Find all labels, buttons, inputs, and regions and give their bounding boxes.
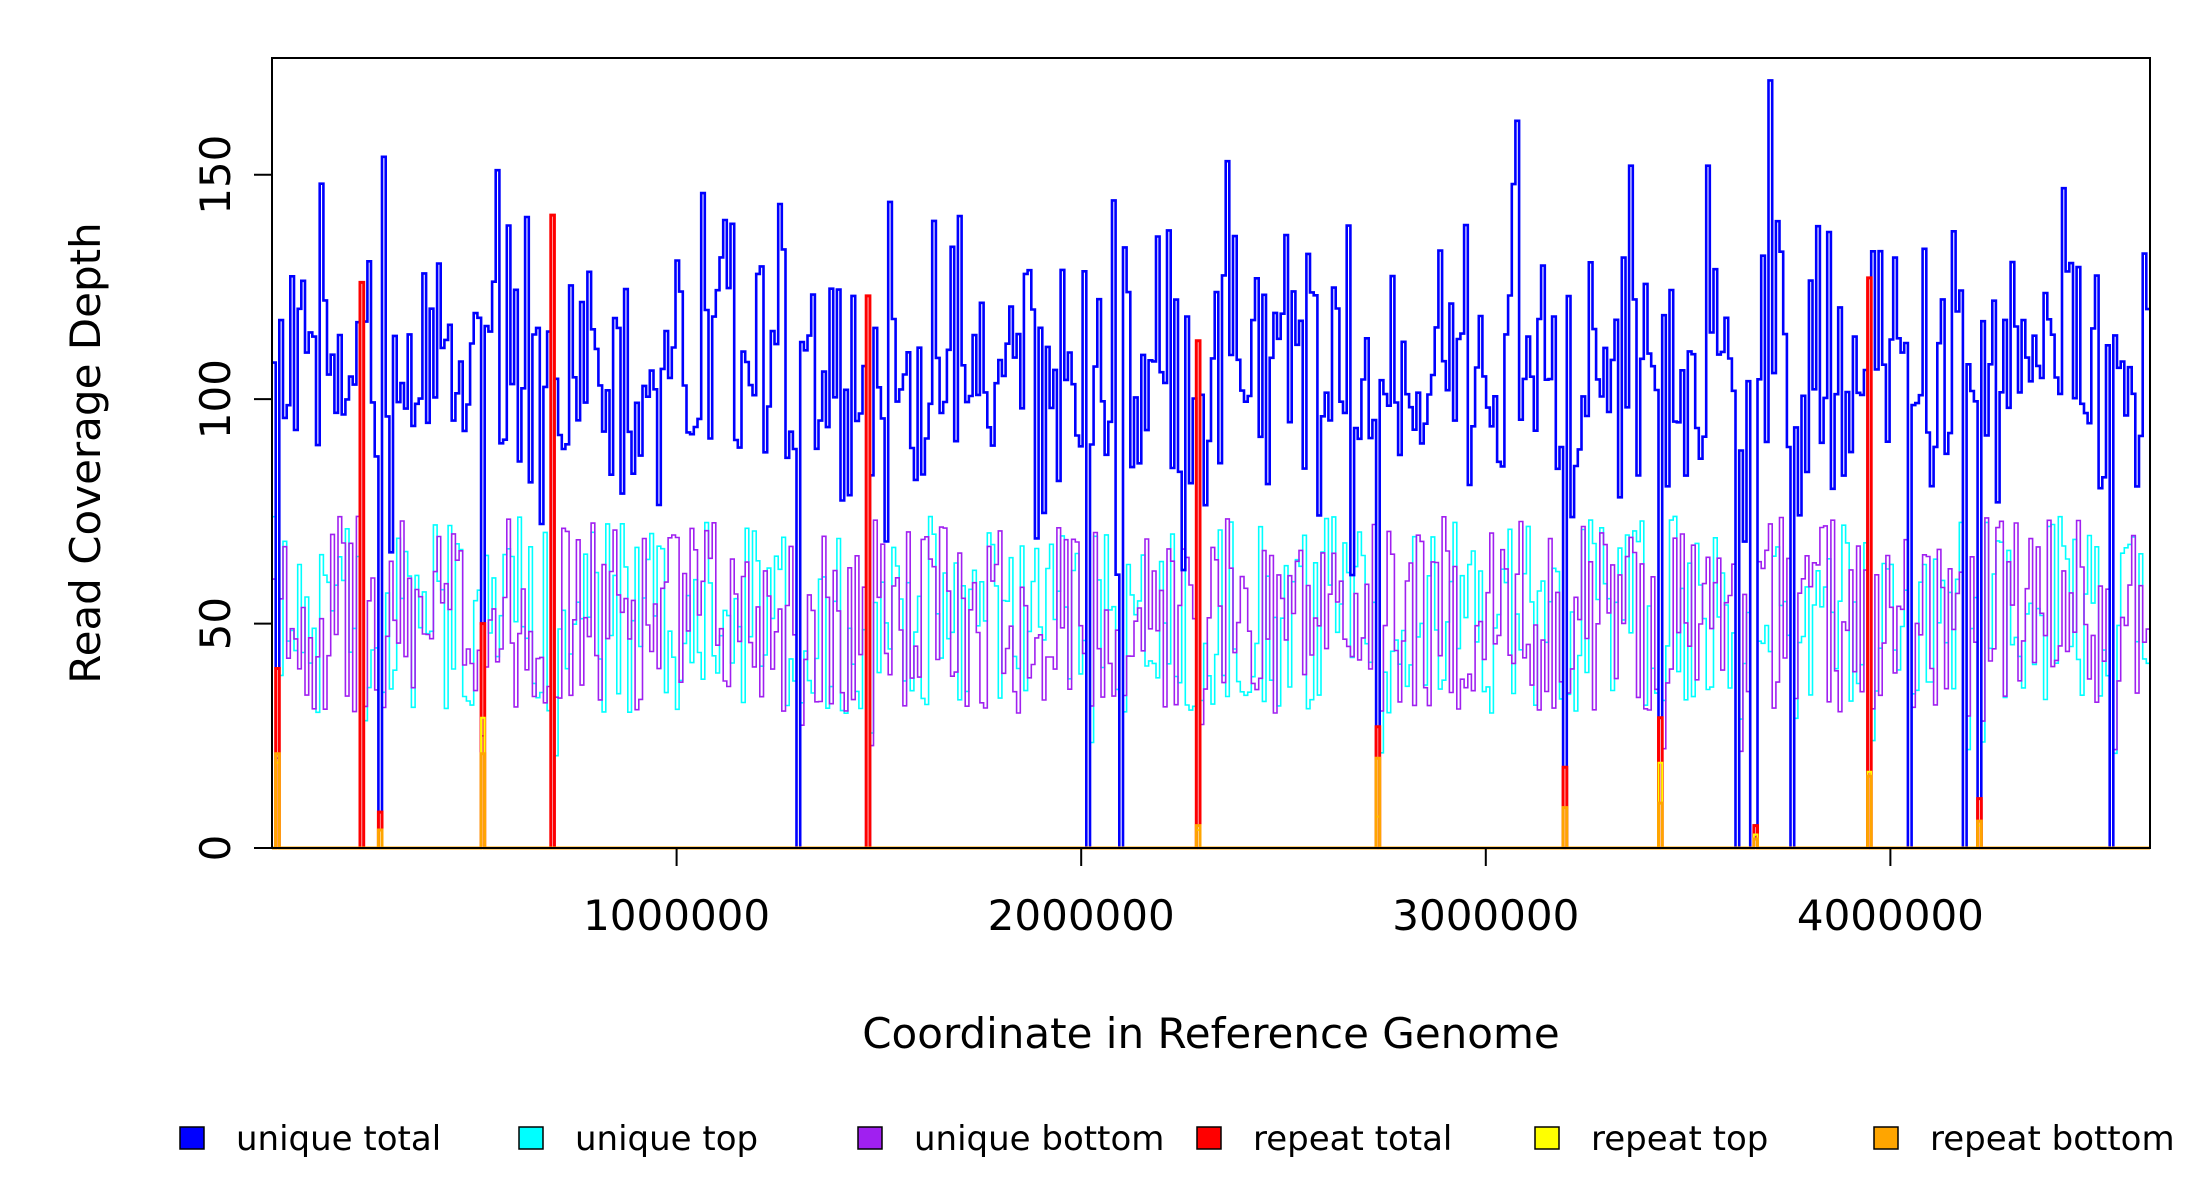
y-tick-label: 150: [191, 135, 240, 215]
legend-item: unique total: [179, 1119, 441, 1159]
legend-swatch: [1196, 1126, 1222, 1150]
y-tick-label: 50: [191, 597, 240, 650]
legend-swatch: [857, 1126, 883, 1150]
legend-swatch: [1534, 1126, 1560, 1150]
unique-total-series-line: [272, 79, 2150, 850]
legend-swatch: [179, 1126, 205, 1150]
legend-label: repeat top: [1591, 1119, 1768, 1159]
x-tick-label: 1000000: [583, 891, 770, 940]
legend-label: unique top: [575, 1119, 758, 1159]
x-axis-label: Coordinate in Reference Genome: [862, 1009, 1560, 1058]
legend-item: repeat total: [1196, 1119, 1452, 1159]
legend-label: repeat bottom: [1930, 1119, 2175, 1159]
legend-label: unique bottom: [914, 1119, 1164, 1159]
axes-layer: 1000000 2000000 3000000 4000000 0 50 100 150: [191, 135, 1984, 940]
x-tick-label: 4000000: [1797, 891, 1984, 940]
legend-item: unique bottom: [857, 1119, 1164, 1159]
legend-item: repeat top: [1534, 1119, 1768, 1159]
legend-item: repeat bottom: [1873, 1119, 2175, 1159]
x-tick-label: 2000000: [988, 891, 1175, 940]
legend: unique total unique top unique bottom repea…: [179, 1119, 2175, 1159]
legend-swatch: [518, 1126, 544, 1150]
x-tick-label: 3000000: [1392, 891, 1579, 940]
y-axis-label: Read Coverage Depth: [61, 222, 110, 683]
legend-swatch: [1873, 1126, 1899, 1150]
legend-label: repeat total: [1253, 1119, 1452, 1159]
series-layer: [272, 79, 2150, 850]
y-tick-label: 0: [191, 835, 240, 862]
y-tick-label: 100: [191, 359, 240, 439]
repeat-total-series-line: [272, 213, 2150, 850]
legend-label: unique total: [236, 1119, 441, 1159]
legend-item: unique top: [518, 1119, 758, 1159]
unique-bottom-series-line: [272, 515, 2150, 849]
